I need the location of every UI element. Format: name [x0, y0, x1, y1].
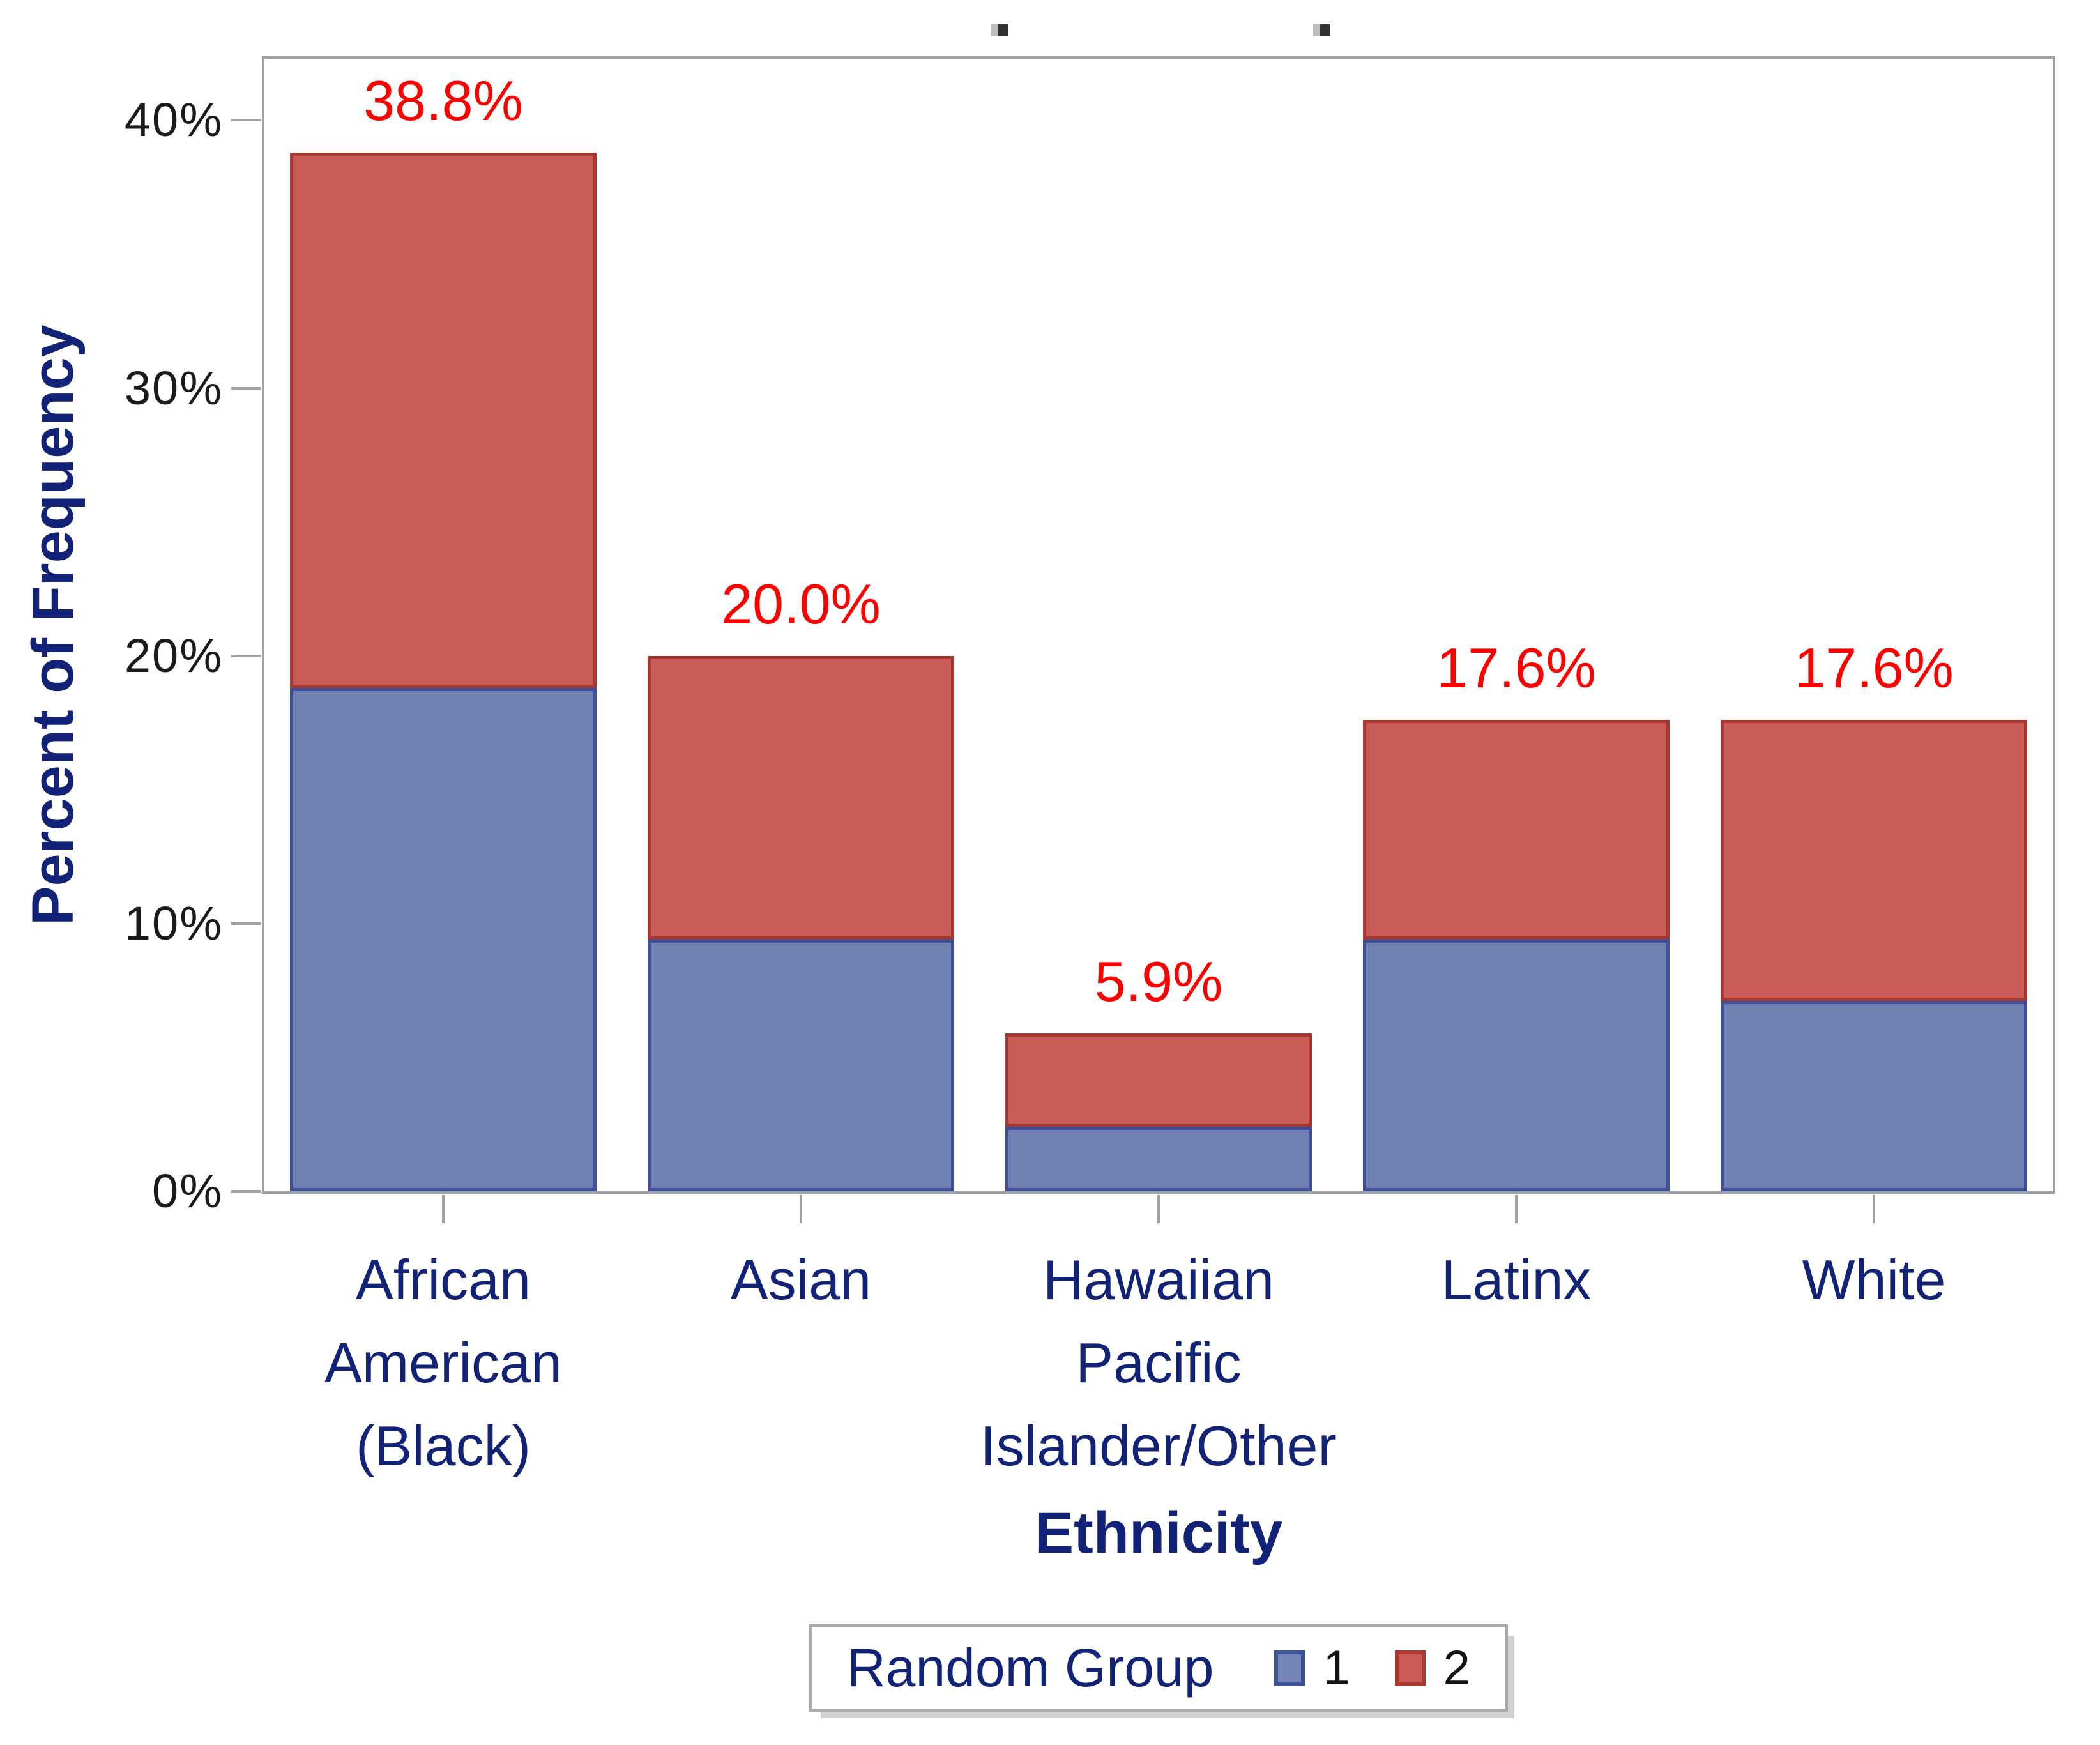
x-axis-title: Ethnicity [1034, 1500, 1283, 1566]
legend-title: Random Group [847, 1638, 1214, 1698]
bar-segment-group-1 [290, 688, 597, 1191]
bar-segment-group-2 [290, 152, 597, 688]
bar-total-label: 5.9% [1094, 949, 1223, 1013]
title-artifact-dot: . [1313, 24, 1330, 36]
bar-segment-group-2 [648, 655, 954, 940]
bar-total-label: 20.0% [721, 572, 881, 636]
y-tick-label: 0% [152, 1164, 223, 1217]
bar-segment-group-2 [1363, 720, 1670, 940]
bar-total-label: 17.6% [1436, 636, 1596, 700]
x-tick-mark [442, 1195, 445, 1223]
y-tick-mark [231, 654, 261, 657]
x-category-label: White [1802, 1248, 1946, 1311]
x-tick-mark [1157, 1195, 1160, 1223]
y-tick-mark [231, 922, 261, 925]
bar-total-label: 17.6% [1794, 636, 1954, 700]
x-category-label: Asian [730, 1248, 872, 1311]
y-tick-label: 30% [124, 361, 223, 415]
y-tick-label: 40% [124, 93, 223, 147]
x-tick-mark [1515, 1195, 1518, 1223]
title-artifact-dot: . [991, 24, 1008, 36]
y-tick-mark [231, 1190, 261, 1193]
plot-area: 0% 10% 20% 30% 40% 38.8% African American (Bla… [125, 56, 2055, 1477]
legend-swatch-group-1 [1274, 1650, 1305, 1686]
y-tick-label: 20% [124, 629, 223, 682]
y-axis-title-area: Percent of Frequency [5, 56, 101, 1194]
bar-segment-group-1 [648, 940, 954, 1191]
y-tick-mark [231, 119, 261, 122]
bar-segment-group-2 [1721, 720, 2027, 1002]
bar-segment-group-2 [1005, 1033, 1312, 1127]
y-tick-mark [231, 386, 261, 390]
bar-total-label: 38.8% [363, 68, 523, 132]
x-category-label: Latinx [1441, 1248, 1592, 1311]
x-tick-mark [1873, 1195, 1875, 1223]
bar-segment-group-1 [1363, 940, 1670, 1191]
y-tick-label: 10% [124, 896, 223, 950]
x-category-label: Hawaiian Pacific Islander/Other [980, 1248, 1337, 1477]
x-tick-mark [800, 1195, 802, 1223]
legend-item-label: 2 [1443, 1641, 1470, 1695]
x-category-label: African American (Black) [324, 1248, 562, 1477]
bar-segment-group-1 [1721, 1001, 2027, 1191]
legend-swatch-group-2 [1394, 1650, 1426, 1686]
legend-item-label: 1 [1323, 1641, 1350, 1695]
bar-segment-group-1 [1005, 1127, 1312, 1191]
